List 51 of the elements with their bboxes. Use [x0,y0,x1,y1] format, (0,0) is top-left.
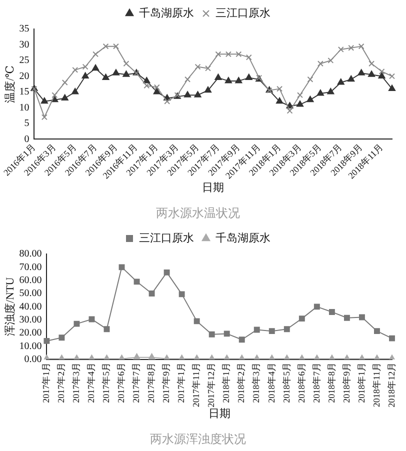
legend-label: 千岛湖原水 [216,231,270,244]
y-tick-label: 10 [19,102,30,114]
legend-label: 三江口原水 [216,6,270,20]
y-tick-label: 70.00 [19,262,42,273]
x-axis-title: 日期 [208,408,230,420]
legend-label: 千岛湖原水 [139,6,194,20]
y-tick-label: 20 [19,70,30,82]
x-tick-label: 2018年12月 [386,362,396,408]
x-tick-label: 2017年4月 [86,362,96,403]
y-tick-label: 40.00 [19,301,42,312]
x-tick-label: 2017年1月 [41,362,52,403]
x-tick-label: 2017年12月 [206,362,216,408]
y-tick-label: 35 [19,24,30,35]
x-tick-label: 2018年1月 [221,362,232,403]
x-tick-label: 2017年11月 [191,362,202,408]
x-axis-title: 日期 [202,182,224,194]
y-tick-label: 10.00 [19,340,42,352]
y-tick-label: 20.00 [19,328,42,339]
y-tick-label: 30 [19,39,30,50]
x-tick-label: 2018年7月 [311,362,322,403]
y-tick-label: 25 [19,55,30,66]
x-tick-label: 2017年7月 [131,362,142,403]
x-tick-label: 2018年5月 [281,362,292,403]
x-tick-label: 2017年3月 [71,362,82,403]
text: 两水源浑浊度状况 [150,432,246,446]
x-tick-label: 2018年4月 [266,362,276,403]
x-tick-label: 2018年9月 [341,362,352,403]
x-tick-label: 2017年9月 [161,362,172,403]
y-axis-title: 温度/℃ [3,65,16,103]
y-tick-label: 50.00 [19,288,42,300]
legend-label: 三江口原水 [139,231,194,244]
y-tick-label: 15 [19,86,30,98]
y-tick-label: 60.00 [19,274,42,286]
y-tick-label: 80.00 [19,248,42,260]
y-tick-label: 0 [24,134,30,145]
y-tick-label: 0.00 [24,354,42,366]
y-axis-title: 浑浊度/NTU [3,277,16,336]
x-tick-label: 2017年6月 [116,362,126,403]
x-tick-label: 2018年11月 [371,362,382,408]
x-tick-label: 2017年1月 [176,362,186,403]
text: 两水源水温状况 [156,206,240,220]
x-tick-label: 2017年8月 [146,362,156,403]
y-tick-label: 30.00 [19,314,42,326]
y-tick-label: 5 [24,118,30,130]
x-tick-label: 2018年6月 [296,362,306,403]
x-tick-label: 2018年2月 [236,362,246,403]
x-tick-label: 2018年3月 [251,362,262,403]
x-tick-label: 2017年5月 [101,362,112,403]
x-tick-label: 2018年8月 [326,362,336,403]
x-tick-label: 2017年2月 [56,362,66,403]
x-tick-label: 2018年1月 [356,362,366,403]
